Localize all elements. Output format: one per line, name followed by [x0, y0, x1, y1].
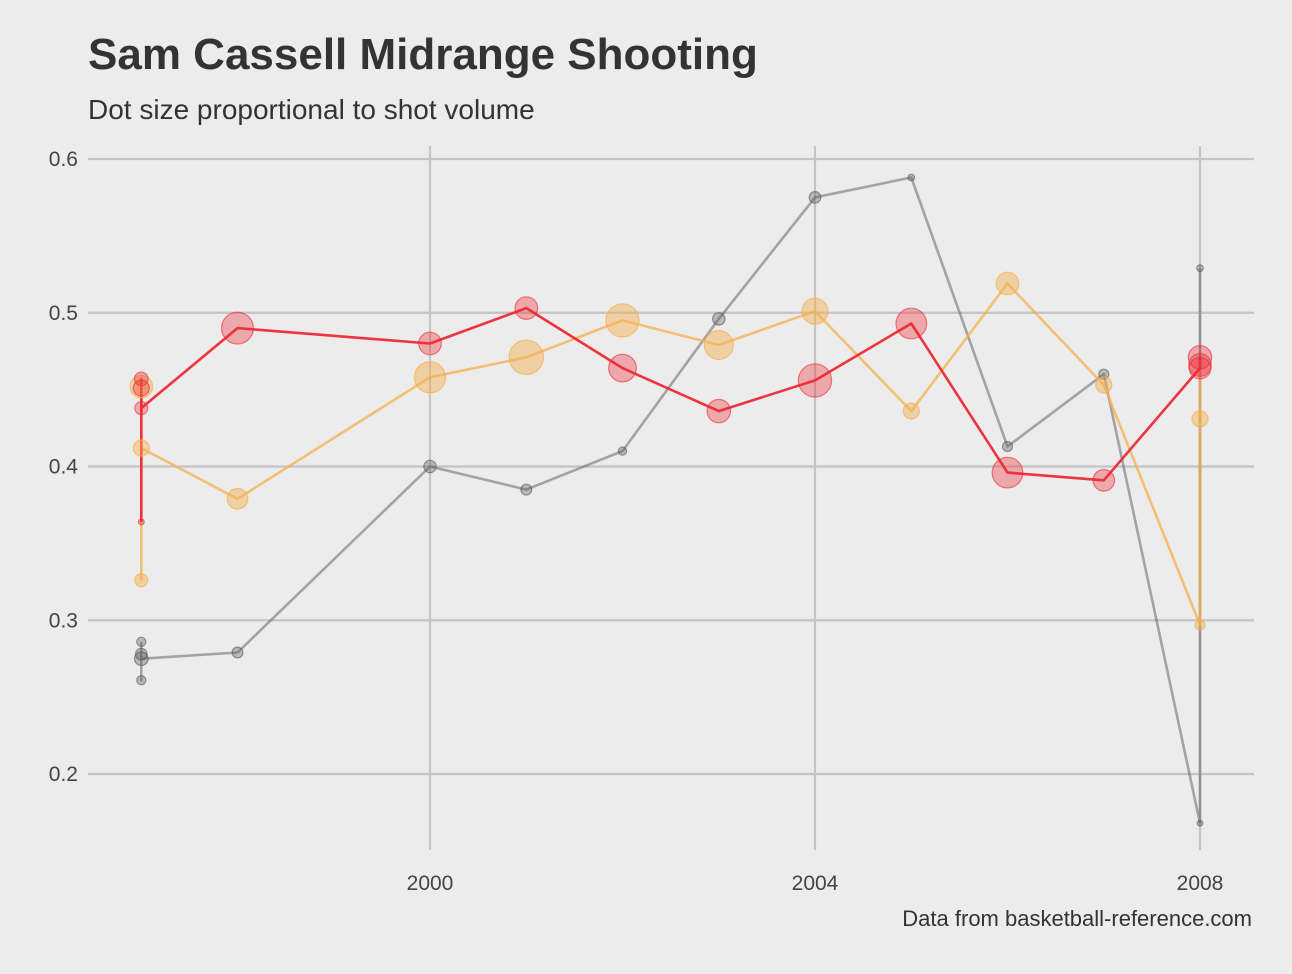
series-3-point — [895, 307, 928, 340]
series-1-point — [520, 483, 533, 496]
series-1-point — [1196, 819, 1204, 827]
series-2-point — [134, 573, 149, 588]
y-tick-label: 0.2 — [49, 763, 78, 786]
series-3-point — [133, 371, 149, 387]
series-3-point — [991, 456, 1024, 489]
series-line-layer — [140, 176, 1202, 825]
y-tick-label: 0.5 — [49, 302, 78, 325]
series-3-point — [514, 296, 539, 321]
series-1-point — [1001, 440, 1014, 453]
series-1-point — [808, 190, 822, 204]
series-1-point — [231, 646, 244, 659]
series-1-point — [136, 636, 147, 648]
series-2-point — [508, 339, 545, 376]
series-3-point — [1092, 468, 1116, 492]
series-2-point — [995, 271, 1020, 296]
series-2-point — [1194, 619, 1206, 631]
series-3-point — [221, 311, 255, 345]
series-2-point — [1095, 376, 1113, 394]
series-1-point — [907, 173, 916, 182]
series-3-point — [1188, 356, 1212, 380]
series-point-layer — [129, 173, 1213, 827]
tick-label-layer: 0.2 0.3 0.4 0.5 0.6 2000 2004 2008 — [49, 148, 1224, 895]
series-3-point — [608, 353, 637, 383]
series-1-point — [1196, 264, 1204, 273]
series-2-point — [226, 487, 249, 510]
series-2-point — [703, 329, 734, 361]
y-tick-label: 0.6 — [49, 148, 78, 171]
series-2-point — [1191, 410, 1209, 428]
series-1-point — [617, 446, 628, 456]
series-2-point — [902, 402, 920, 420]
series-2-point — [129, 374, 154, 399]
grid-layer — [88, 146, 1254, 850]
series-2-line — [140, 282, 1202, 627]
series-1-point — [1098, 368, 1110, 380]
series-3-point — [134, 401, 149, 416]
series-3-point — [137, 518, 145, 526]
series-1-point — [423, 459, 437, 474]
series-1-point — [136, 675, 147, 686]
x-tick-label: 2000 — [407, 872, 454, 895]
series-1-point — [133, 651, 149, 667]
series-3-point — [418, 331, 442, 356]
x-tick-label: 2008 — [1177, 872, 1224, 895]
series-3-point — [797, 363, 833, 398]
series-3-point — [132, 379, 150, 397]
series-3-line — [140, 306, 1202, 522]
series-2-point — [801, 297, 829, 325]
chart-caption: Data from basketball-reference.com — [902, 906, 1252, 931]
chart-title: Sam Cassell Midrange Shooting — [88, 30, 758, 79]
series-2-point — [413, 361, 447, 394]
series-3-point — [706, 398, 732, 424]
y-tick-label: 0.4 — [49, 456, 79, 479]
x-tick-label: 2004 — [792, 872, 839, 895]
series-1-point — [134, 647, 148, 661]
series-1-line — [140, 176, 1202, 825]
series-2-point — [605, 303, 640, 338]
y-tick-label: 0.3 — [49, 609, 78, 632]
series-1-point — [711, 312, 726, 326]
chart-subtitle: Dot size proportional to shot volume — [88, 94, 535, 125]
series-2-point — [132, 439, 150, 457]
